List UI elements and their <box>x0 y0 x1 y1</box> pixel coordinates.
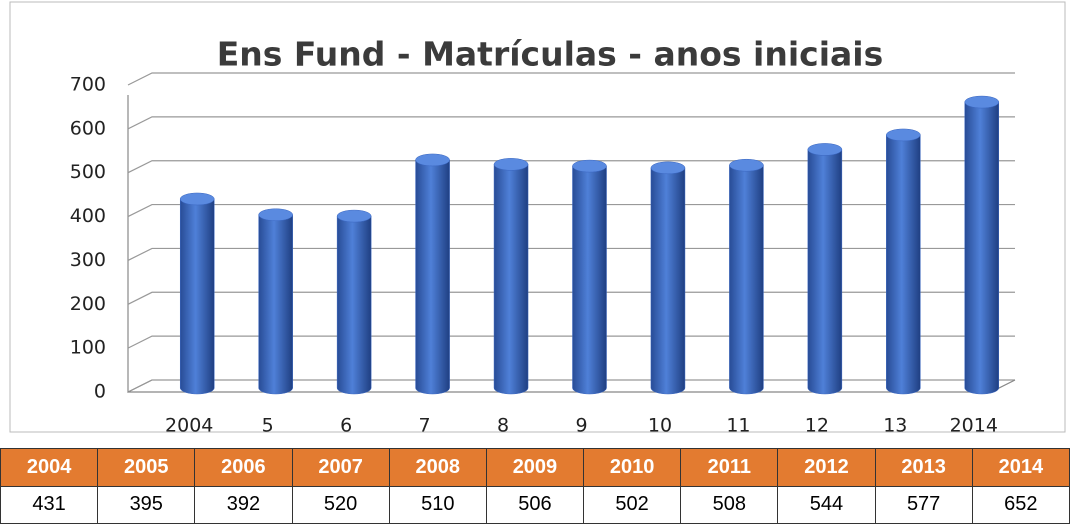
table-values: 431 395 392 520 510 506 502 508 544 577 652 <box>0 485 1070 524</box>
x-tick-label: 2004 <box>165 415 213 437</box>
table-header-cell: 2010 <box>583 448 682 487</box>
table-header-cell: 2011 <box>680 448 779 487</box>
table-value-cell: 431 <box>0 485 99 524</box>
grid-line <box>127 160 1015 174</box>
bar-top <box>415 153 450 167</box>
chart-title: Ens Fund - Matrículas - anos iniciais <box>217 35 884 74</box>
table-value-cell: 510 <box>388 485 487 524</box>
x-tick-label: 2014 <box>950 415 998 437</box>
table-value-cell: 652 <box>971 485 1070 524</box>
table-value-cell: 502 <box>583 485 682 524</box>
bar-top <box>179 192 215 206</box>
grid-line <box>127 116 1015 130</box>
table-value-cell: 395 <box>97 485 196 524</box>
table-value-cell: 392 <box>194 485 293 524</box>
table-header: 2004 2005 2006 2007 2008 2009 2010 2011 2012 2013… <box>0 448 1070 487</box>
table-header-cell: 2004 <box>0 448 99 487</box>
table-header-cell: 2013 <box>874 448 973 487</box>
bar-top <box>258 208 293 222</box>
bar-top <box>886 128 921 142</box>
bar <box>179 198 215 395</box>
bar <box>964 101 1000 395</box>
table-header-cell: 2008 <box>388 448 487 487</box>
table-header-cell: 2014 <box>971 448 1070 487</box>
bar <box>886 134 921 395</box>
table-header-cell: 2007 <box>291 448 390 487</box>
bar <box>415 159 450 395</box>
table-value-cell: 506 <box>485 485 585 524</box>
grid-line <box>127 203 1015 218</box>
grid-line <box>127 379 1015 393</box>
x-tick-label: 8 <box>497 415 509 437</box>
table-header-cell: 2009 <box>485 448 585 487</box>
x-tick-label: 12 <box>805 415 829 437</box>
y-tick-label: 700 <box>70 74 106 96</box>
table-header-cell: 2012 <box>777 448 876 487</box>
y-tick-label: 600 <box>70 117 106 139</box>
bar-top <box>572 159 607 173</box>
bar-top <box>964 95 1000 109</box>
grid-line <box>127 335 1015 349</box>
bar <box>807 149 843 395</box>
table-value-cell: 508 <box>680 485 779 524</box>
x-tick-label: 11 <box>726 415 750 437</box>
x-tick-label: 6 <box>340 415 352 437</box>
bar <box>336 215 372 395</box>
x-tick-label: 7 <box>419 415 431 437</box>
table-value-cell: 544 <box>777 485 876 524</box>
y-tick-label: 100 <box>70 337 106 359</box>
x-tick-label: 10 <box>648 415 672 437</box>
grid-line <box>127 72 1015 86</box>
bar <box>258 214 293 395</box>
bar <box>572 165 607 395</box>
grid-line <box>127 247 1015 261</box>
bar-top <box>493 158 529 171</box>
table-header-cell: 2006 <box>194 448 293 487</box>
data-table: 2004 2005 2006 2007 2008 2009 2010 2011 2012 2013… <box>0 448 1070 524</box>
bar-top <box>650 161 686 175</box>
y-tick-label: 400 <box>70 205 106 227</box>
y-tick-label: 200 <box>70 293 106 315</box>
bar-top <box>336 209 372 223</box>
y-tick-label: 0 <box>94 381 106 403</box>
x-tick-label: 5 <box>262 415 274 437</box>
bar-top <box>729 158 764 172</box>
y-tick-label: 500 <box>70 161 106 183</box>
bar <box>493 164 529 395</box>
chart: Ens Fund - Matrículas - anos iniciais 0 1… <box>9 1 1066 437</box>
table-value-cell: 520 <box>291 485 390 524</box>
bar <box>650 167 686 395</box>
x-tick-label: 13 <box>883 415 907 437</box>
bar-top <box>807 143 843 156</box>
x-tick-label: 9 <box>575 415 587 437</box>
table-value-cell: 577 <box>874 485 973 524</box>
bar <box>729 164 764 395</box>
table-header-cell: 2005 <box>97 448 196 487</box>
y-tick-label: 300 <box>70 249 106 271</box>
grid-line <box>127 291 1015 305</box>
